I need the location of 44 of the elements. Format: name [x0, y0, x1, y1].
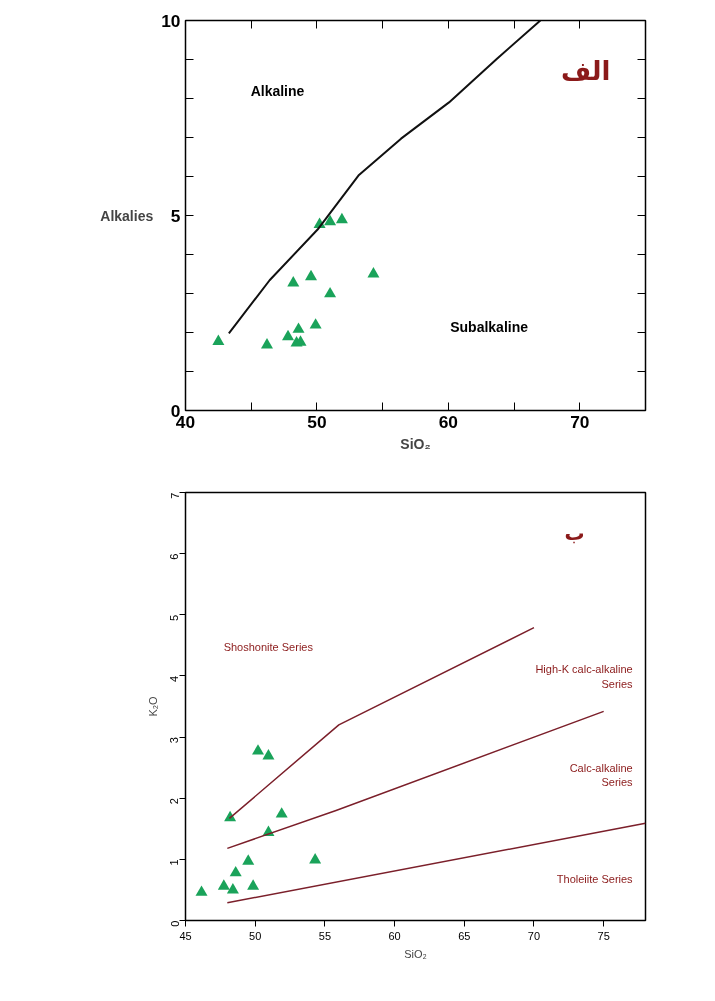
y-tick-label: 2 [168, 798, 181, 805]
y-axis-title: Alkalies [100, 207, 154, 224]
x-tick-label: 55 [318, 929, 332, 942]
y-tick-label: 4 [168, 675, 181, 683]
point [287, 276, 300, 287]
x-tick-label: 45 [179, 929, 192, 942]
point [212, 334, 225, 345]
annotation: Tholeiite Series [556, 872, 634, 885]
y-tick-label: 0 [168, 920, 181, 927]
x-axis-title: SiO₂ [400, 435, 431, 452]
point [335, 212, 348, 224]
y-tick-label: 3 [168, 737, 181, 744]
y-tick-label: 1 [168, 859, 181, 866]
point [260, 338, 273, 349]
y-tick-label: 5 [170, 205, 181, 226]
y-tick-label: 6 [168, 553, 181, 560]
y-tick-label: 7 [168, 492, 181, 499]
x-tick-label: 65 [458, 929, 471, 942]
x-tick-label: 70 [570, 411, 590, 432]
x-tick-label: 70 [527, 929, 541, 942]
annotation: Alkaline [250, 82, 305, 99]
x-tick-label: 50 [307, 411, 327, 432]
x-tick-label: 60 [388, 929, 401, 942]
annotation: High-K calc-alkaline Series [535, 663, 634, 690]
point [324, 286, 337, 298]
annotation: ب [564, 520, 585, 545]
point [292, 322, 305, 333]
point [305, 269, 318, 281]
y-tick-label: 5 [168, 614, 181, 621]
point [282, 329, 295, 341]
annotation: Calc-alkaline Series [569, 761, 634, 789]
y-tick-label: 10 [161, 10, 181, 31]
point [309, 318, 322, 329]
x-axis-title: SiO₂ [404, 947, 427, 960]
line-series [227, 20, 542, 335]
annotation: Shoshonite Series [223, 640, 314, 653]
x-tick-label: 60 [438, 411, 458, 432]
y-axis-title: K₂O [146, 695, 159, 717]
x-tick-label: 75 [597, 929, 610, 942]
annotation: Subalkaline [450, 318, 529, 335]
x-tick-label: 50 [249, 929, 262, 942]
point [367, 267, 380, 278]
annotation: الف [560, 56, 611, 87]
point [324, 214, 337, 226]
